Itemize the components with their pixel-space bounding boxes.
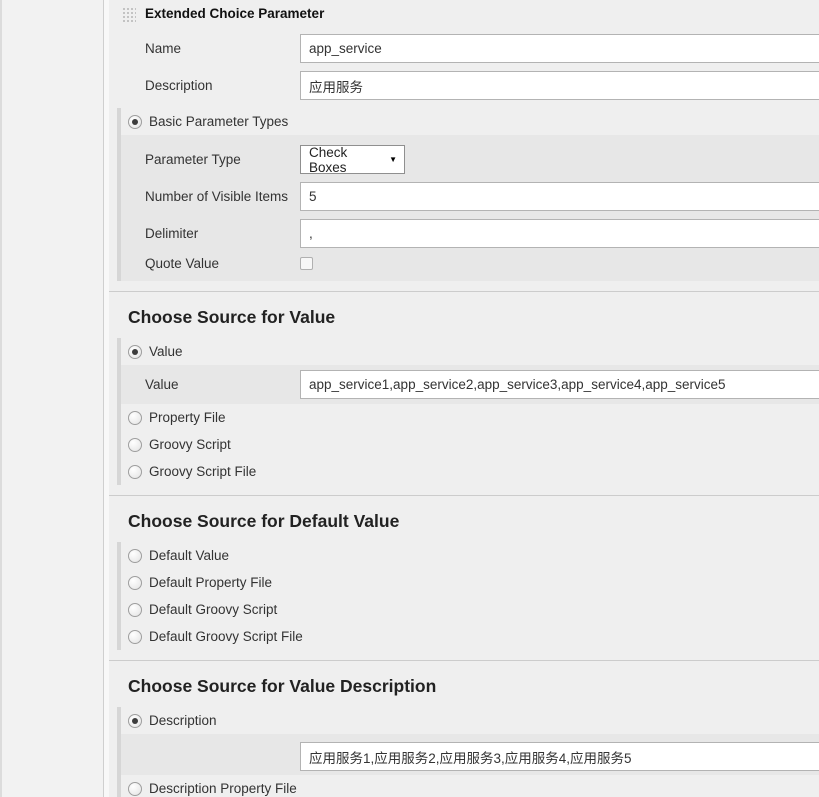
basic-parameter-types-radio[interactable] xyxy=(128,114,142,129)
default-property-file-label: Default Property File xyxy=(149,575,273,590)
property-file-label: Property File xyxy=(149,410,226,425)
radio-row-description[interactable]: Description xyxy=(121,707,819,734)
radio-row-description-property-file[interactable]: Description Property File xyxy=(121,775,819,797)
property-file-radio[interactable] xyxy=(128,410,142,425)
value-input[interactable] xyxy=(300,370,819,399)
description-section-heading: Choose Source for Value Description xyxy=(128,676,437,696)
value-radio[interactable] xyxy=(128,344,142,359)
name-row: Name xyxy=(109,34,819,63)
description-label: Description xyxy=(145,78,213,93)
value-settings: Value xyxy=(121,365,819,404)
value-field-label: Value xyxy=(145,377,179,392)
delimiter-row: Delimiter xyxy=(121,219,819,248)
radio-row-groovy-script[interactable]: Groovy Script xyxy=(121,431,819,458)
radio-row-default-property-file[interactable]: Default Property File xyxy=(121,569,819,596)
quote-value-checkbox[interactable] xyxy=(300,257,313,270)
radio-row-default-value[interactable]: Default Value xyxy=(121,542,819,569)
radio-row-default-groovy-script-file[interactable]: Default Groovy Script File xyxy=(121,623,819,650)
value-input-row: Value xyxy=(121,370,819,399)
chevron-down-icon: ▼ xyxy=(389,155,397,164)
name-input[interactable] xyxy=(300,34,819,63)
description-row: Description xyxy=(109,71,819,100)
section-divider xyxy=(109,660,819,661)
radio-row-value[interactable]: Value xyxy=(121,338,819,365)
description-property-file-radio[interactable] xyxy=(128,781,142,796)
visible-items-input[interactable] xyxy=(300,182,819,211)
parameter-type-label: Parameter Type xyxy=(145,152,241,167)
parameter-type-selected-value: Check Boxes xyxy=(309,144,348,175)
value-source-block: Value Value Property File Groovy Script … xyxy=(117,338,819,485)
sidebar-gutter xyxy=(104,0,109,797)
default-value-label: Default Value xyxy=(149,548,230,563)
default-groovy-script-file-label: Default Groovy Script File xyxy=(149,629,303,644)
delimiter-input[interactable] xyxy=(300,219,819,248)
description-source-label: Description xyxy=(149,713,217,728)
description-input[interactable] xyxy=(300,71,819,100)
basic-parameter-types-block: Basic Parameter Types Parameter Type Che… xyxy=(117,108,819,281)
left-sidebar xyxy=(0,0,104,797)
default-property-file-radio[interactable] xyxy=(128,575,142,590)
drag-handle-icon[interactable] xyxy=(121,5,136,22)
parameter-type-row: Parameter Type Check Boxes ▼ xyxy=(121,144,819,175)
description-value-input[interactable] xyxy=(300,742,819,771)
radio-row-default-groovy-script[interactable]: Default Groovy Script xyxy=(121,596,819,623)
radio-row-groovy-script-file[interactable]: Groovy Script File xyxy=(121,458,819,485)
radio-row-property-file[interactable]: Property File xyxy=(121,404,819,431)
default-section-heading: Choose Source for Default Value xyxy=(128,511,400,531)
section-divider xyxy=(109,495,819,496)
groovy-script-file-radio[interactable] xyxy=(128,464,142,479)
default-groovy-script-file-radio[interactable] xyxy=(128,629,142,644)
description-settings xyxy=(121,734,819,775)
groovy-script-file-label: Groovy Script File xyxy=(149,464,257,479)
extended-choice-parameter-panel: Extended Choice Parameter Name Descripti… xyxy=(109,0,819,797)
panel-title: Extended Choice Parameter xyxy=(145,6,325,21)
section-divider xyxy=(109,291,819,292)
description-source-block: Description Description Property File xyxy=(117,707,819,797)
delimiter-label: Delimiter xyxy=(145,226,199,241)
default-groovy-script-radio[interactable] xyxy=(128,602,142,617)
radio-row-basic-parameter-types[interactable]: Basic Parameter Types xyxy=(121,108,819,135)
name-label: Name xyxy=(145,41,182,56)
groovy-script-radio[interactable] xyxy=(128,437,142,452)
parameter-type-select[interactable]: Check Boxes ▼ xyxy=(300,144,405,175)
value-section-heading: Choose Source for Value xyxy=(128,307,336,327)
value-radio-label: Value xyxy=(149,344,183,359)
quote-value-row: Quote Value xyxy=(121,256,819,271)
description-value-row xyxy=(121,742,819,771)
description-source-radio[interactable] xyxy=(128,713,142,728)
panel-title-row: Extended Choice Parameter xyxy=(109,0,819,26)
default-groovy-script-label: Default Groovy Script xyxy=(149,602,278,617)
description-property-file-label: Description Property File xyxy=(149,781,297,796)
basic-parameter-types-settings: Parameter Type Check Boxes ▼ Number of V… xyxy=(121,135,819,281)
visible-items-label: Number of Visible Items xyxy=(145,189,289,204)
groovy-script-label: Groovy Script xyxy=(149,437,231,452)
visible-items-row: Number of Visible Items xyxy=(121,182,819,211)
basic-parameter-types-label: Basic Parameter Types xyxy=(149,114,289,129)
default-value-radio[interactable] xyxy=(128,548,142,563)
default-value-source-block: Default Value Default Property File Defa… xyxy=(117,542,819,650)
quote-value-label: Quote Value xyxy=(145,256,220,271)
